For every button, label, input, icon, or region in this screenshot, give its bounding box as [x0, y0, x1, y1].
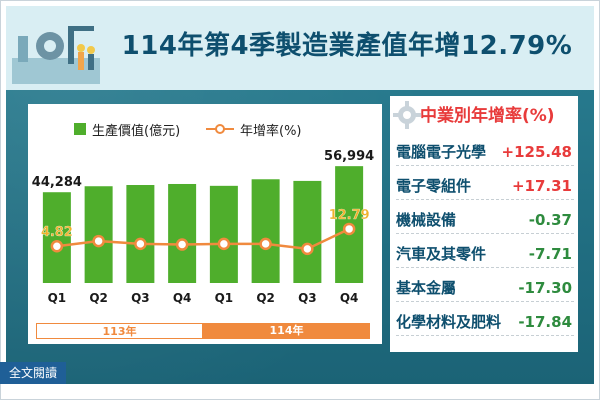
- sector-row: 汽車及其零件 -7.71: [396, 238, 574, 268]
- legend-line-swatch: [206, 124, 234, 134]
- sector-name: 電子零組件: [396, 177, 472, 195]
- gear-icon: [393, 101, 421, 129]
- page-title: 114年第4季製造業產值年增12.79%: [121, 31, 573, 61]
- sector-row: 基本金屬 -17.30: [396, 272, 574, 302]
- sector-row: 化學材料及肥料 -17.84: [396, 306, 574, 336]
- legend-bar-label: 生產價值(億元): [92, 123, 181, 139]
- chart-legend: 生產價值(億元) 年增率(%): [74, 120, 344, 139]
- year-label-113: 113年: [36, 323, 203, 339]
- legend-bar-swatch: [74, 123, 86, 135]
- legend-line-label: 年增率(%): [240, 123, 302, 139]
- legend-item-line: 年增率(%): [206, 120, 302, 139]
- sector-panel: [390, 96, 578, 352]
- chart-panel: [28, 104, 382, 344]
- year-label-114: 114年: [203, 323, 370, 339]
- sector-row: 電子零組件 +17.31: [396, 170, 574, 200]
- sector-name: 基本金屬: [396, 279, 457, 297]
- sector-name: 汽車及其零件: [396, 245, 487, 263]
- sector-value: -0.37: [528, 211, 572, 229]
- read-more-button[interactable]: 全文閱讀: [0, 362, 66, 384]
- title-strip: [6, 6, 594, 90]
- legend-item-bar: 生產價值(億元): [74, 120, 181, 139]
- sector-value: +17.31: [511, 177, 572, 195]
- sector-name: 電腦電子光學: [396, 143, 487, 161]
- sector-panel-title: 中業別年增率(%): [420, 106, 555, 126]
- sector-value: +125.48: [501, 143, 572, 161]
- sector-row: 機械設備 -0.37: [396, 204, 574, 234]
- sector-value: -17.30: [518, 279, 572, 297]
- sector-value: -17.84: [518, 313, 572, 331]
- factory-illustration: [12, 26, 100, 84]
- sector-name: 化學材料及肥料: [396, 313, 502, 331]
- sector-name: 機械設備: [396, 211, 457, 229]
- sector-value: -7.71: [528, 245, 572, 263]
- year-strip: 113年 114年: [36, 323, 370, 339]
- sector-row: 電腦電子光學 +125.48: [396, 136, 574, 166]
